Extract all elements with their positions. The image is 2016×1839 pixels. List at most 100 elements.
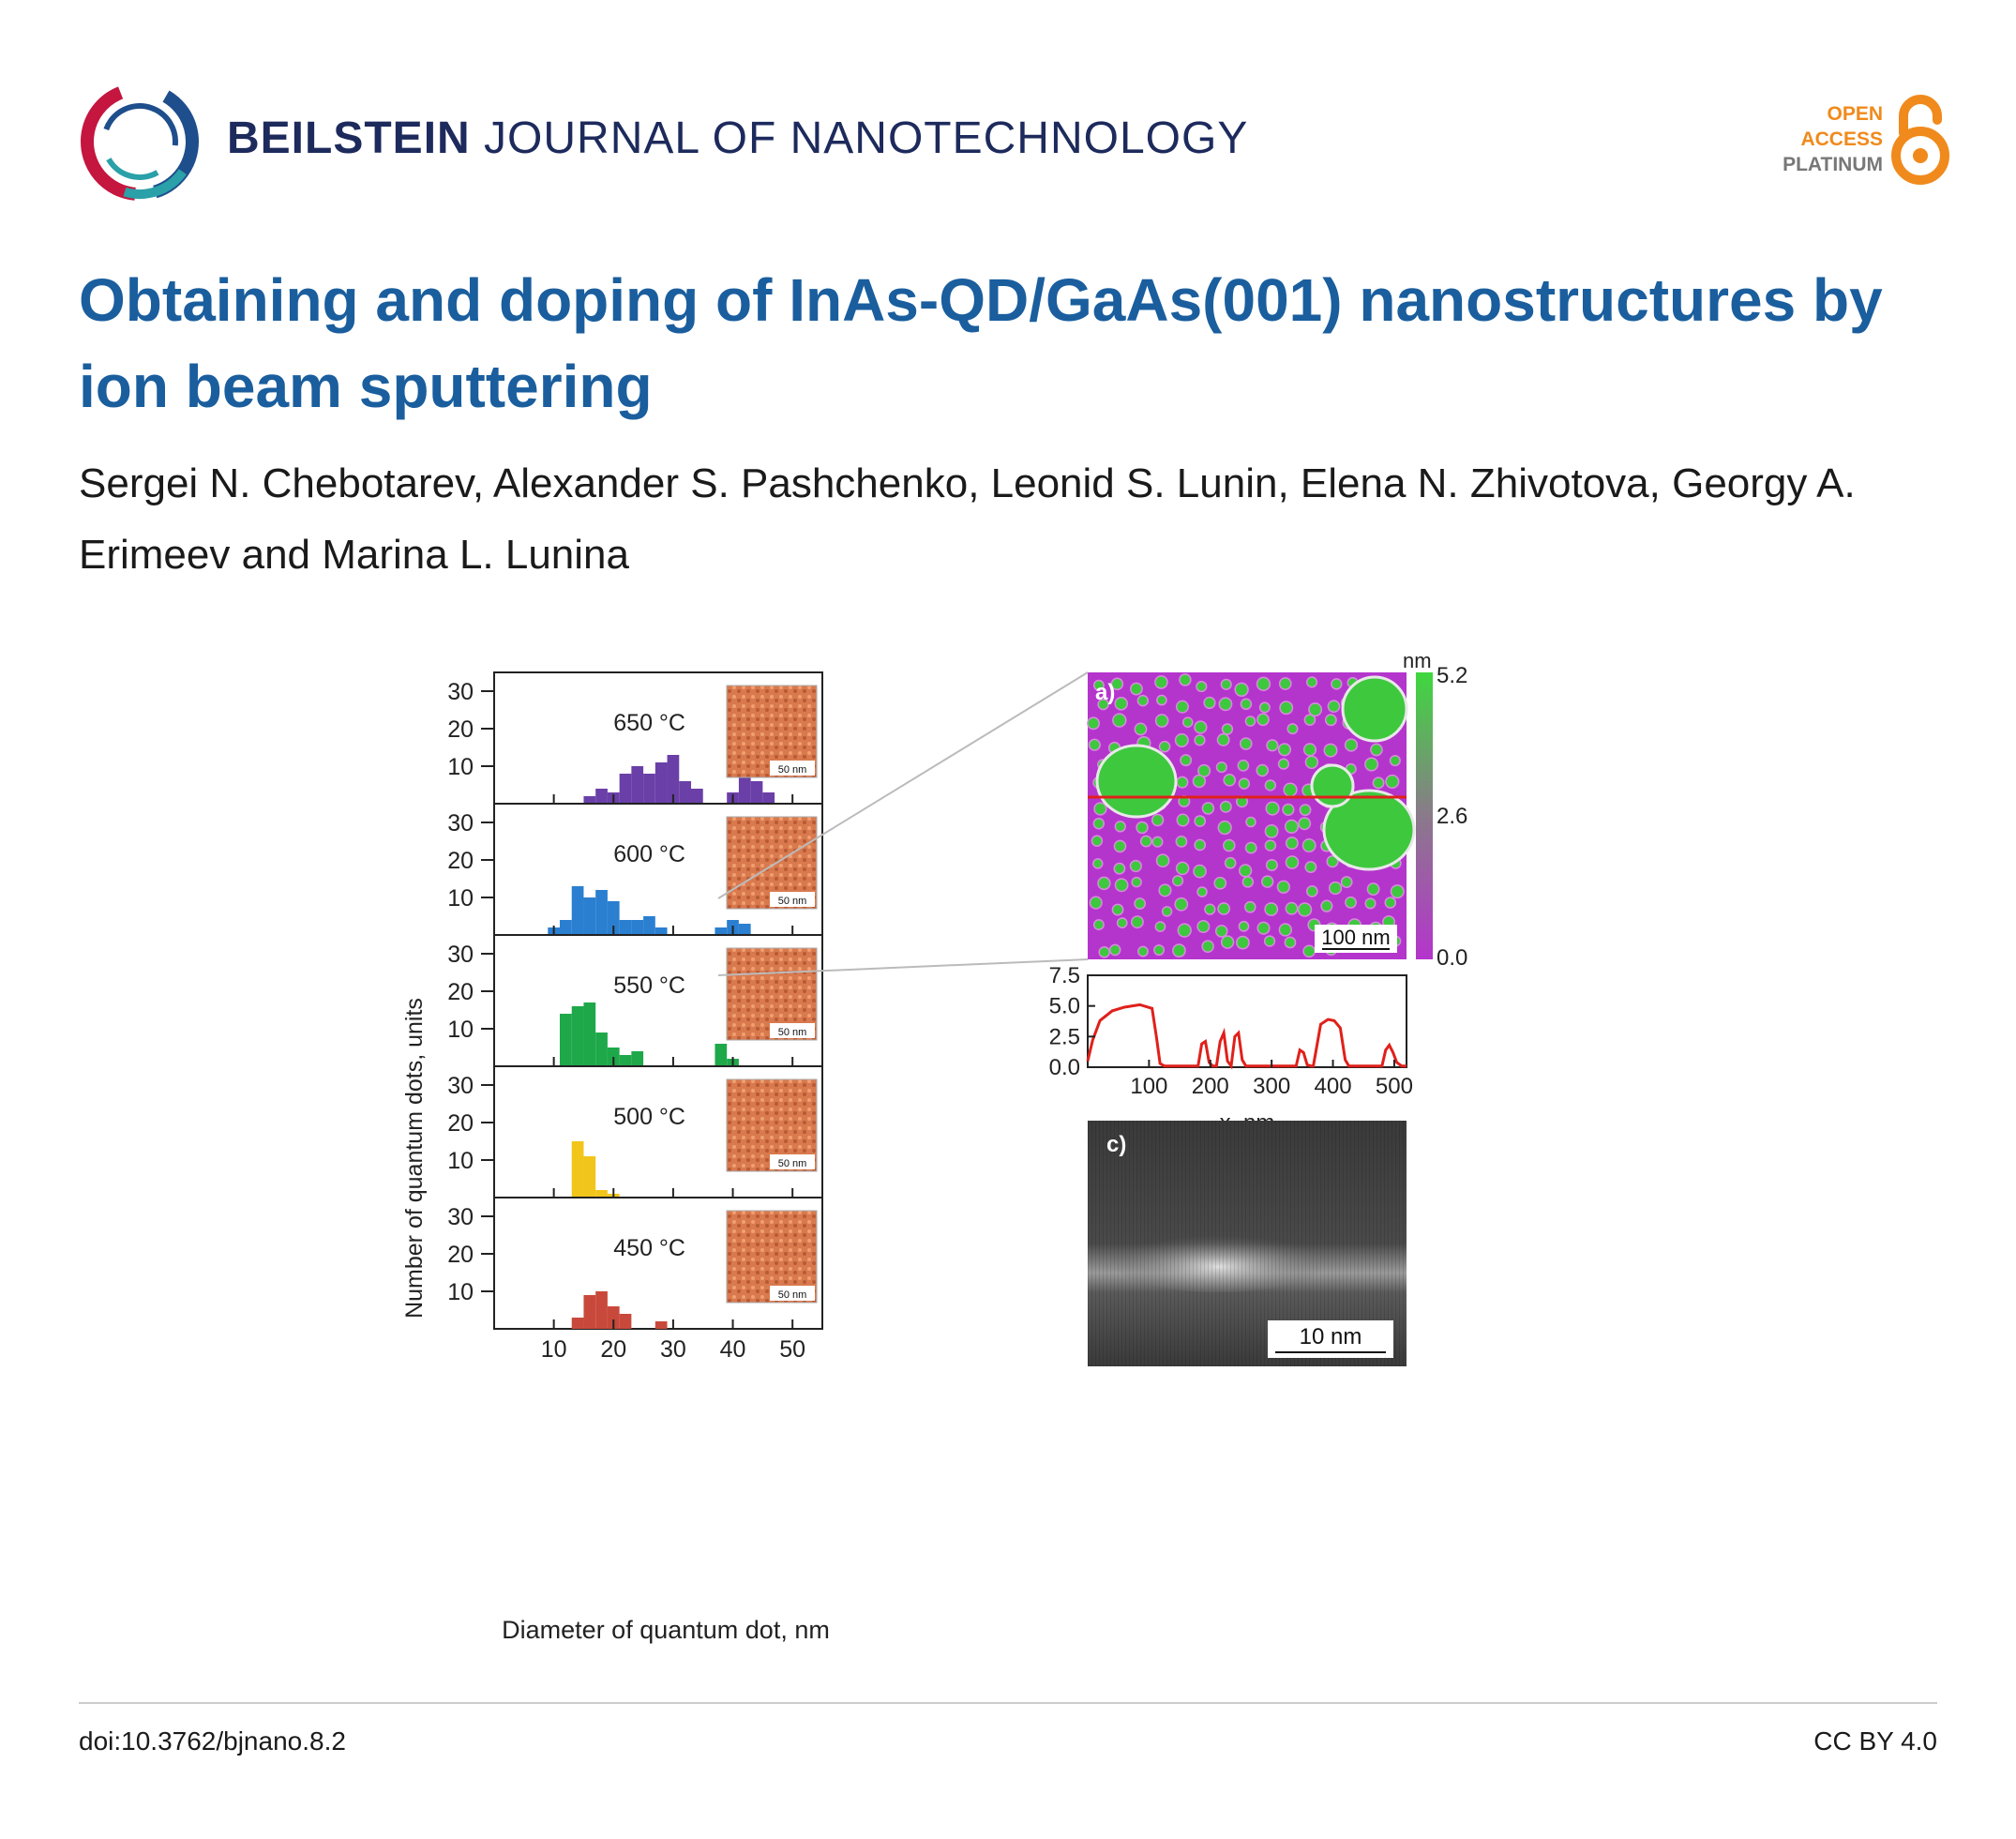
afm-dot bbox=[1223, 774, 1237, 787]
afm-dot bbox=[1279, 701, 1294, 716]
afm-dot bbox=[1264, 902, 1279, 916]
open-access-badge: OPEN ACCESS PLATINUM bbox=[1763, 92, 1950, 186]
histogram-bar bbox=[762, 792, 775, 804]
afm-large-island bbox=[1310, 763, 1355, 808]
y-tick-label: 10 bbox=[447, 1148, 474, 1174]
afm-dot bbox=[1204, 903, 1216, 915]
afm-dot bbox=[1158, 883, 1172, 897]
afm-panel: a) 100 nm nm 5.2 2.6 0.0 bbox=[717, 649, 1467, 976]
afm-dot bbox=[1181, 716, 1194, 728]
histogram-bar bbox=[583, 897, 596, 935]
doi-text: doi:10.3762/bjnano.8.2 bbox=[79, 1726, 346, 1756]
profile-x-tick-label: 500 bbox=[1376, 1074, 1413, 1099]
afm-dot bbox=[1285, 901, 1299, 915]
afm-dot bbox=[1239, 737, 1253, 750]
afm-dot bbox=[1098, 946, 1111, 958]
afm-dot bbox=[1171, 875, 1184, 887]
y-tick-label: 20 bbox=[447, 848, 474, 874]
oa-line-access: ACCESS bbox=[1800, 128, 1883, 150]
afm-dot bbox=[1260, 875, 1274, 888]
afm-dot bbox=[1129, 859, 1142, 873]
histogram-ylabel: Number of quantum dots, units bbox=[401, 998, 428, 1319]
afm-dot bbox=[1240, 698, 1253, 711]
histogram-bar bbox=[595, 1190, 608, 1198]
afm-dot bbox=[1193, 864, 1207, 879]
afm-dot bbox=[1088, 738, 1101, 751]
histogram-bar bbox=[643, 916, 655, 935]
afm-dot bbox=[1155, 853, 1170, 868]
afm-dot bbox=[1258, 701, 1271, 714]
profile-y-tick-label: 5.0 bbox=[1049, 994, 1080, 1019]
afm-dot bbox=[1245, 816, 1256, 828]
afm-dot bbox=[1327, 700, 1341, 714]
afm-dot bbox=[1154, 714, 1169, 728]
colorbar bbox=[1416, 672, 1433, 959]
histogram-bar bbox=[679, 781, 691, 804]
inset-scale-box bbox=[770, 892, 815, 907]
y-tick-label: 20 bbox=[447, 716, 474, 743]
graphical-abstract-figure: b) 1020301020304050650 °C50 nm1020301020… bbox=[401, 649, 1467, 1644]
afm-dot bbox=[1372, 776, 1385, 790]
histogram-bar bbox=[643, 774, 655, 804]
afm-dot bbox=[1238, 777, 1251, 790]
afm-dot bbox=[1215, 761, 1227, 774]
afm-dot bbox=[1174, 732, 1189, 747]
afm-dot bbox=[1196, 886, 1208, 897]
profile-y-tick-label: 0.0 bbox=[1049, 1055, 1080, 1080]
afm-large-island bbox=[1341, 675, 1408, 743]
afm-dot bbox=[1278, 677, 1292, 690]
histogram-bar bbox=[595, 1291, 608, 1329]
afm-dot bbox=[1305, 676, 1318, 688]
afm-dot bbox=[1154, 921, 1166, 933]
afm-dot bbox=[1213, 876, 1227, 890]
histogram-bar bbox=[560, 920, 572, 935]
afm-scale-bar-label: 100 nm bbox=[1321, 926, 1390, 949]
afm-dot bbox=[1264, 779, 1276, 791]
inset-scale-box bbox=[770, 1023, 815, 1038]
afm-dot bbox=[1370, 743, 1383, 757]
y-tick-label: 10 bbox=[447, 754, 474, 780]
zoom-line bbox=[717, 958, 1089, 976]
afm-dot bbox=[1134, 722, 1148, 736]
afm-dot bbox=[1331, 678, 1343, 690]
histogram-bar bbox=[607, 1306, 620, 1329]
afm-dot bbox=[1194, 815, 1207, 827]
afm-dot bbox=[1153, 944, 1166, 957]
afm-dot bbox=[1175, 861, 1190, 876]
y-tick-label: 20 bbox=[447, 1242, 474, 1268]
afm-dot bbox=[1201, 940, 1214, 953]
histogram-bar bbox=[654, 927, 668, 935]
afm-dot bbox=[1366, 882, 1380, 897]
afm-dot bbox=[1264, 839, 1277, 852]
histogram-panel: b) 1020301020304050650 °C50 nm1020301020… bbox=[401, 671, 830, 1644]
afm-dot bbox=[1324, 714, 1337, 727]
profile-y-tick-label: 2.5 bbox=[1049, 1024, 1080, 1049]
afm-dot bbox=[1276, 880, 1291, 894]
afm-dot bbox=[1092, 817, 1106, 830]
series-temperature-label: 450 °C bbox=[613, 1235, 685, 1261]
x-tick-label: 20 bbox=[600, 1336, 626, 1363]
afm-dot bbox=[1304, 755, 1319, 770]
afm-dot bbox=[1298, 817, 1312, 831]
histogram-bar bbox=[583, 1002, 596, 1066]
x-tick-label: 40 bbox=[720, 1336, 746, 1363]
afm-dot bbox=[1238, 920, 1250, 932]
y-tick-label: 30 bbox=[447, 1204, 474, 1230]
afm-dot bbox=[1137, 945, 1149, 957]
afm-dot bbox=[1344, 738, 1359, 752]
histogram-bar bbox=[560, 1014, 572, 1066]
afm-dot bbox=[1301, 838, 1316, 853]
afm-dot bbox=[1176, 776, 1189, 789]
afm-dot bbox=[1092, 858, 1104, 869]
afm-dot bbox=[1217, 902, 1231, 915]
afm-dot bbox=[1308, 702, 1323, 717]
afm-large-island bbox=[1095, 744, 1178, 819]
afm-dot bbox=[1113, 839, 1127, 853]
y-tick-label: 20 bbox=[447, 1110, 474, 1137]
histogram-bar bbox=[607, 901, 620, 935]
afm-dot bbox=[1244, 841, 1257, 854]
histogram-bar bbox=[583, 1295, 596, 1329]
colorbar-tick: 2.6 bbox=[1437, 804, 1467, 829]
afm-dot bbox=[1220, 935, 1235, 949]
